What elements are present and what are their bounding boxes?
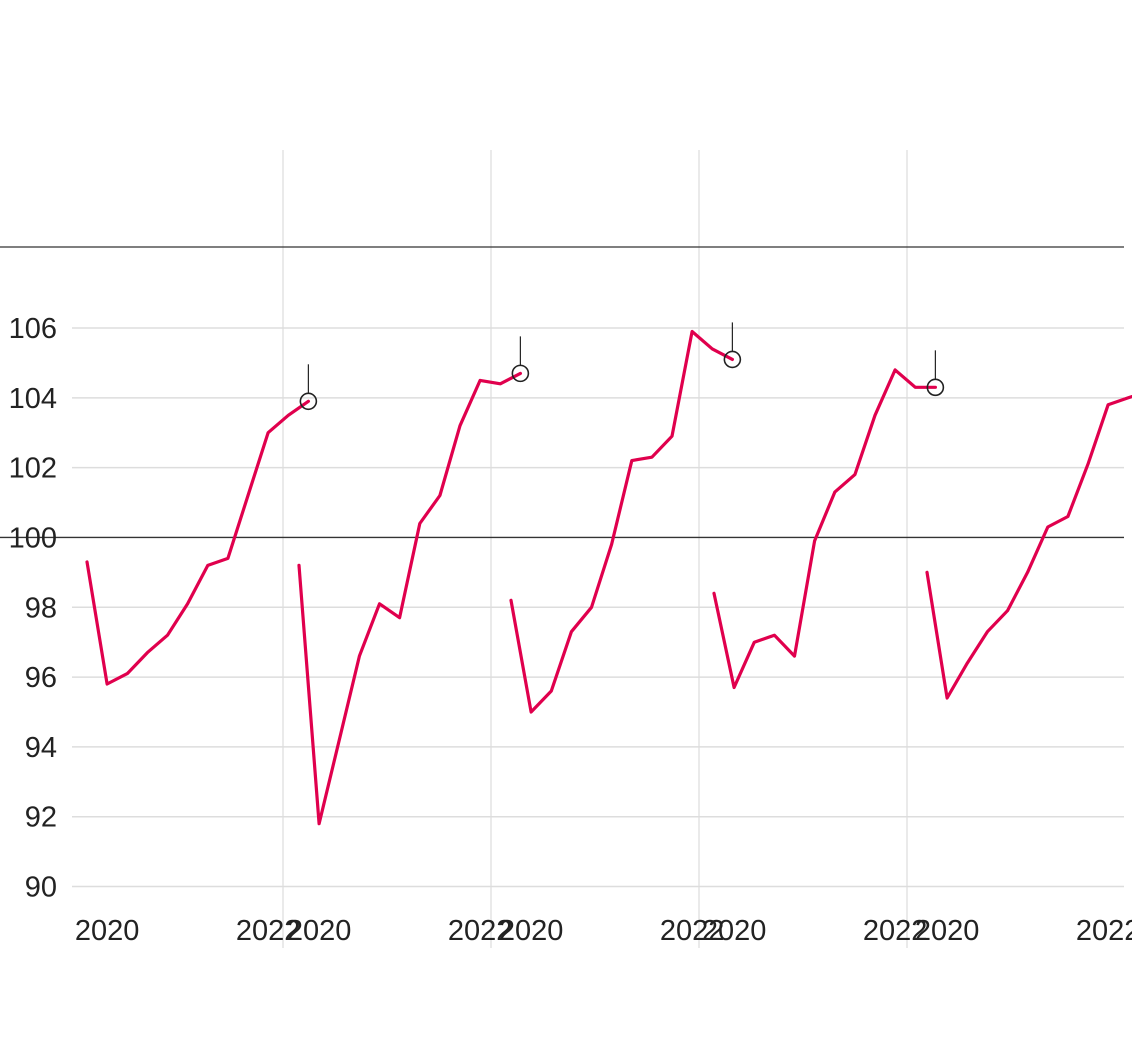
x-tick-label: 2022 — [448, 915, 513, 947]
x-tick-label: 2022 — [236, 915, 301, 947]
x-tick-label: 2020 — [75, 915, 140, 947]
y-tick-label: 92 — [25, 802, 57, 834]
series-line-panel-3 — [509, 329, 735, 714]
series-line-panel-1 — [85, 399, 310, 686]
last-point-marker — [926, 378, 945, 397]
last-point-marker — [511, 364, 530, 383]
y-tick-label: 94 — [25, 732, 57, 764]
last-point-marker — [723, 350, 742, 369]
x-tick-label: 2022 — [1076, 915, 1132, 947]
series-line-panel-4 — [712, 368, 938, 690]
x-tick-label: 2020 — [702, 915, 767, 947]
series-layer — [85, 322, 1132, 826]
y-tick-label: 104 — [9, 383, 57, 415]
x-tick-label: 2020 — [287, 915, 352, 947]
x-tick-label: 2022 — [863, 915, 928, 947]
y-tick-label: 100 — [9, 522, 57, 554]
grid-layer — [72, 150, 1124, 948]
series-line-panel-2 — [297, 371, 523, 826]
y-tick-label: 102 — [9, 453, 57, 485]
series-line-panel-5 — [925, 394, 1132, 700]
last-point-marker — [299, 392, 318, 411]
y-tick-label: 96 — [25, 662, 57, 694]
x-tick-label: 2022 — [660, 915, 725, 947]
y-tick-label: 106 — [9, 313, 57, 345]
axis-layer — [0, 246, 1124, 539]
x-tick-label: 2020 — [915, 915, 980, 947]
x-tick-label: 2020 — [499, 915, 564, 947]
y-tick-label: 98 — [25, 592, 57, 624]
y-tick-label: 90 — [25, 872, 57, 904]
